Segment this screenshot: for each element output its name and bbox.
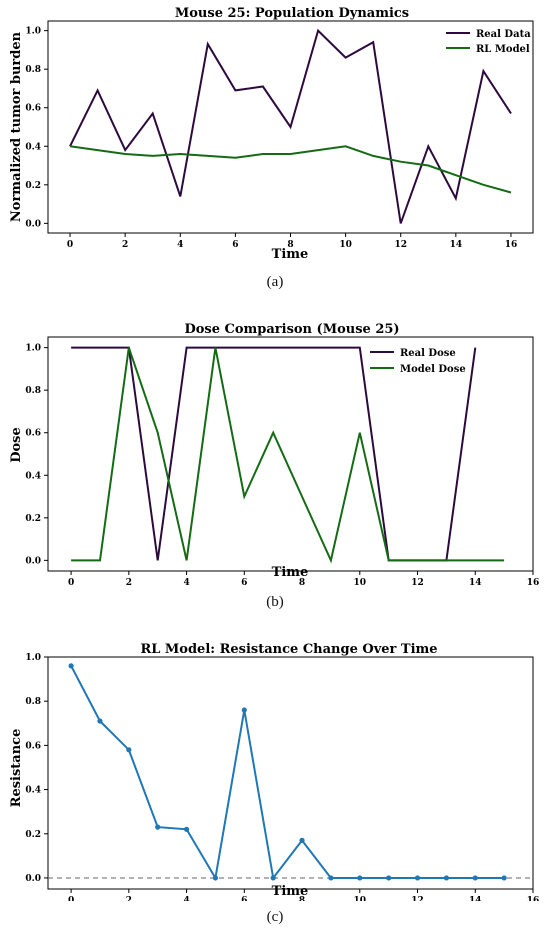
series-line-resistance [70, 665, 505, 881]
xtick-label: 0 [67, 240, 73, 250]
data-point [183, 826, 190, 832]
data-point [386, 875, 392, 881]
data-point [97, 718, 103, 724]
xtick-label: 14 [450, 240, 463, 250]
chart-a-yticks: 0.0 0.2 0.4 0.6 0.8 1.0 [25, 27, 48, 229]
xtick-label: 0 [68, 578, 74, 585]
ytick-label: 1.0 [25, 27, 41, 37]
chart-b-lines [71, 346, 505, 564]
xtick-label: 14 [469, 578, 482, 585]
xtick-label: 4 [183, 578, 189, 585]
chart-b-yticks: 0.0 0.2 0.4 0.6 0.8 1.0 [25, 344, 48, 566]
ytick-label: 0.6 [25, 429, 41, 439]
xtick-label: 4 [177, 240, 183, 250]
chart-b-xticks: 0 2 4 6 8 10 12 14 16 [68, 571, 539, 585]
ytick-label: 0.0 [25, 874, 41, 884]
ytick-label: 0.8 [25, 386, 41, 396]
xtick-label: 2 [122, 240, 128, 250]
chart-c-yticks: 0.0 0.2 0.4 0.6 0.8 1.0 [25, 653, 48, 884]
xtick-label: 6 [241, 578, 247, 585]
xtick-label: 10 [339, 240, 352, 250]
chart-c-xticks: 0 2 4 6 8 10 12 14 16 [68, 889, 539, 901]
ytick-label: 1.0 [25, 344, 41, 354]
ytick-label: 0.4 [25, 142, 41, 152]
xtick-label: 16 [527, 896, 540, 901]
chart-a-lines [69, 28, 512, 224]
xtick-label: 0 [68, 896, 74, 901]
ytick-label: 0.0 [25, 556, 41, 566]
xtick-label: 8 [287, 240, 293, 250]
chart-a-legend: Real Data RL Model [446, 29, 531, 55]
ytick-label: 0.0 [25, 219, 41, 229]
xtick-label: 14 [469, 896, 482, 901]
ytick-label: 1.0 [25, 653, 41, 663]
data-point [270, 875, 276, 881]
chart-a-xlabel: Time [272, 247, 309, 262]
chart-a-ylabel: Normalized tumor burden [9, 31, 24, 222]
chart-b-legend: Real Dose Model Dose [370, 348, 466, 375]
chart-c-xlabel: Time [272, 884, 309, 899]
ytick-label: 0.6 [25, 104, 41, 114]
ytick-label: 0.2 [25, 181, 41, 191]
xtick-label: 6 [232, 240, 238, 250]
ytick-label: 0.4 [25, 471, 41, 481]
data-point [68, 663, 74, 669]
data-point [155, 824, 161, 830]
legend-label-model-dose: Model Dose [400, 364, 466, 375]
xtick-label: 10 [354, 578, 367, 585]
xtick-label: 10 [354, 896, 367, 901]
data-point [501, 875, 507, 881]
chart-c-lines [48, 663, 533, 881]
ytick-label: 0.8 [25, 697, 41, 707]
ytick-label: 0.6 [25, 741, 41, 751]
xtick-label: 4 [183, 896, 189, 901]
series-line-rl-model [69, 145, 512, 194]
series-line-real-data [69, 28, 512, 224]
legend-label-real-data: Real Data [476, 29, 531, 40]
series-line-real-dose [71, 346, 477, 562]
xtick-label: 16 [527, 578, 540, 585]
chart-a-xticks: 0 2 4 6 8 10 12 14 16 [67, 233, 517, 250]
chart-b-xlabel: Time [272, 565, 309, 580]
data-point [357, 875, 363, 881]
chart-b-frame [47, 336, 534, 572]
xtick-label: 16 [505, 240, 518, 250]
xtick-label: 12 [394, 240, 407, 250]
chart-c: RL Model: Resistance Change Over Time 0 2… [9, 642, 539, 901]
chart-a-title: Mouse 25: Population Dynamics [175, 6, 409, 21]
caption-b: (b) [266, 594, 284, 610]
chart-a: Mouse 25: Population Dynamics 0 2 4 6 8 10 12 1… [9, 6, 534, 262]
data-point [212, 875, 219, 881]
legend-label-rl-model: RL Model [476, 44, 530, 55]
xtick-label: 6 [241, 896, 247, 901]
ytick-label: 0.8 [25, 65, 41, 75]
ytick-label: 0.2 [25, 514, 41, 524]
ytick-label: 0.2 [25, 830, 41, 840]
caption-c: (c) [266, 909, 284, 925]
xtick-label: 8 [299, 896, 305, 901]
data-point [328, 875, 334, 881]
chart-c-ylabel: Resistance [9, 729, 24, 808]
chart-b-title: Dose Comparison (Mouse 25) [184, 322, 399, 337]
caption-a: (a) [266, 274, 284, 290]
data-point [443, 875, 449, 881]
legend-label-real-dose: Real Dose [400, 348, 456, 359]
xtick-label: 12 [411, 578, 424, 585]
xtick-label: 8 [299, 578, 305, 585]
data-point [299, 837, 305, 843]
data-point [414, 875, 421, 881]
ytick-label: 0.4 [25, 786, 41, 796]
xtick-label: 12 [411, 896, 424, 901]
data-point [472, 875, 478, 881]
data-point [241, 707, 247, 713]
xtick-label: 2 [126, 578, 132, 585]
chart-c-title: RL Model: Resistance Change Over Time [140, 642, 437, 657]
chart-b-ylabel: Dose [9, 427, 24, 463]
series-line-model-dose [71, 347, 505, 564]
data-point [126, 747, 132, 753]
xtick-label: 2 [126, 896, 132, 901]
chart-c-frame [47, 656, 534, 890]
chart-b: Dose Comparison (Mouse 25) 0 2 4 6 8 10 12 14 16… [9, 322, 539, 585]
